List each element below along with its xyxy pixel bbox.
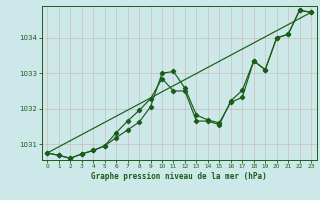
X-axis label: Graphe pression niveau de la mer (hPa): Graphe pression niveau de la mer (hPa) xyxy=(91,172,267,181)
